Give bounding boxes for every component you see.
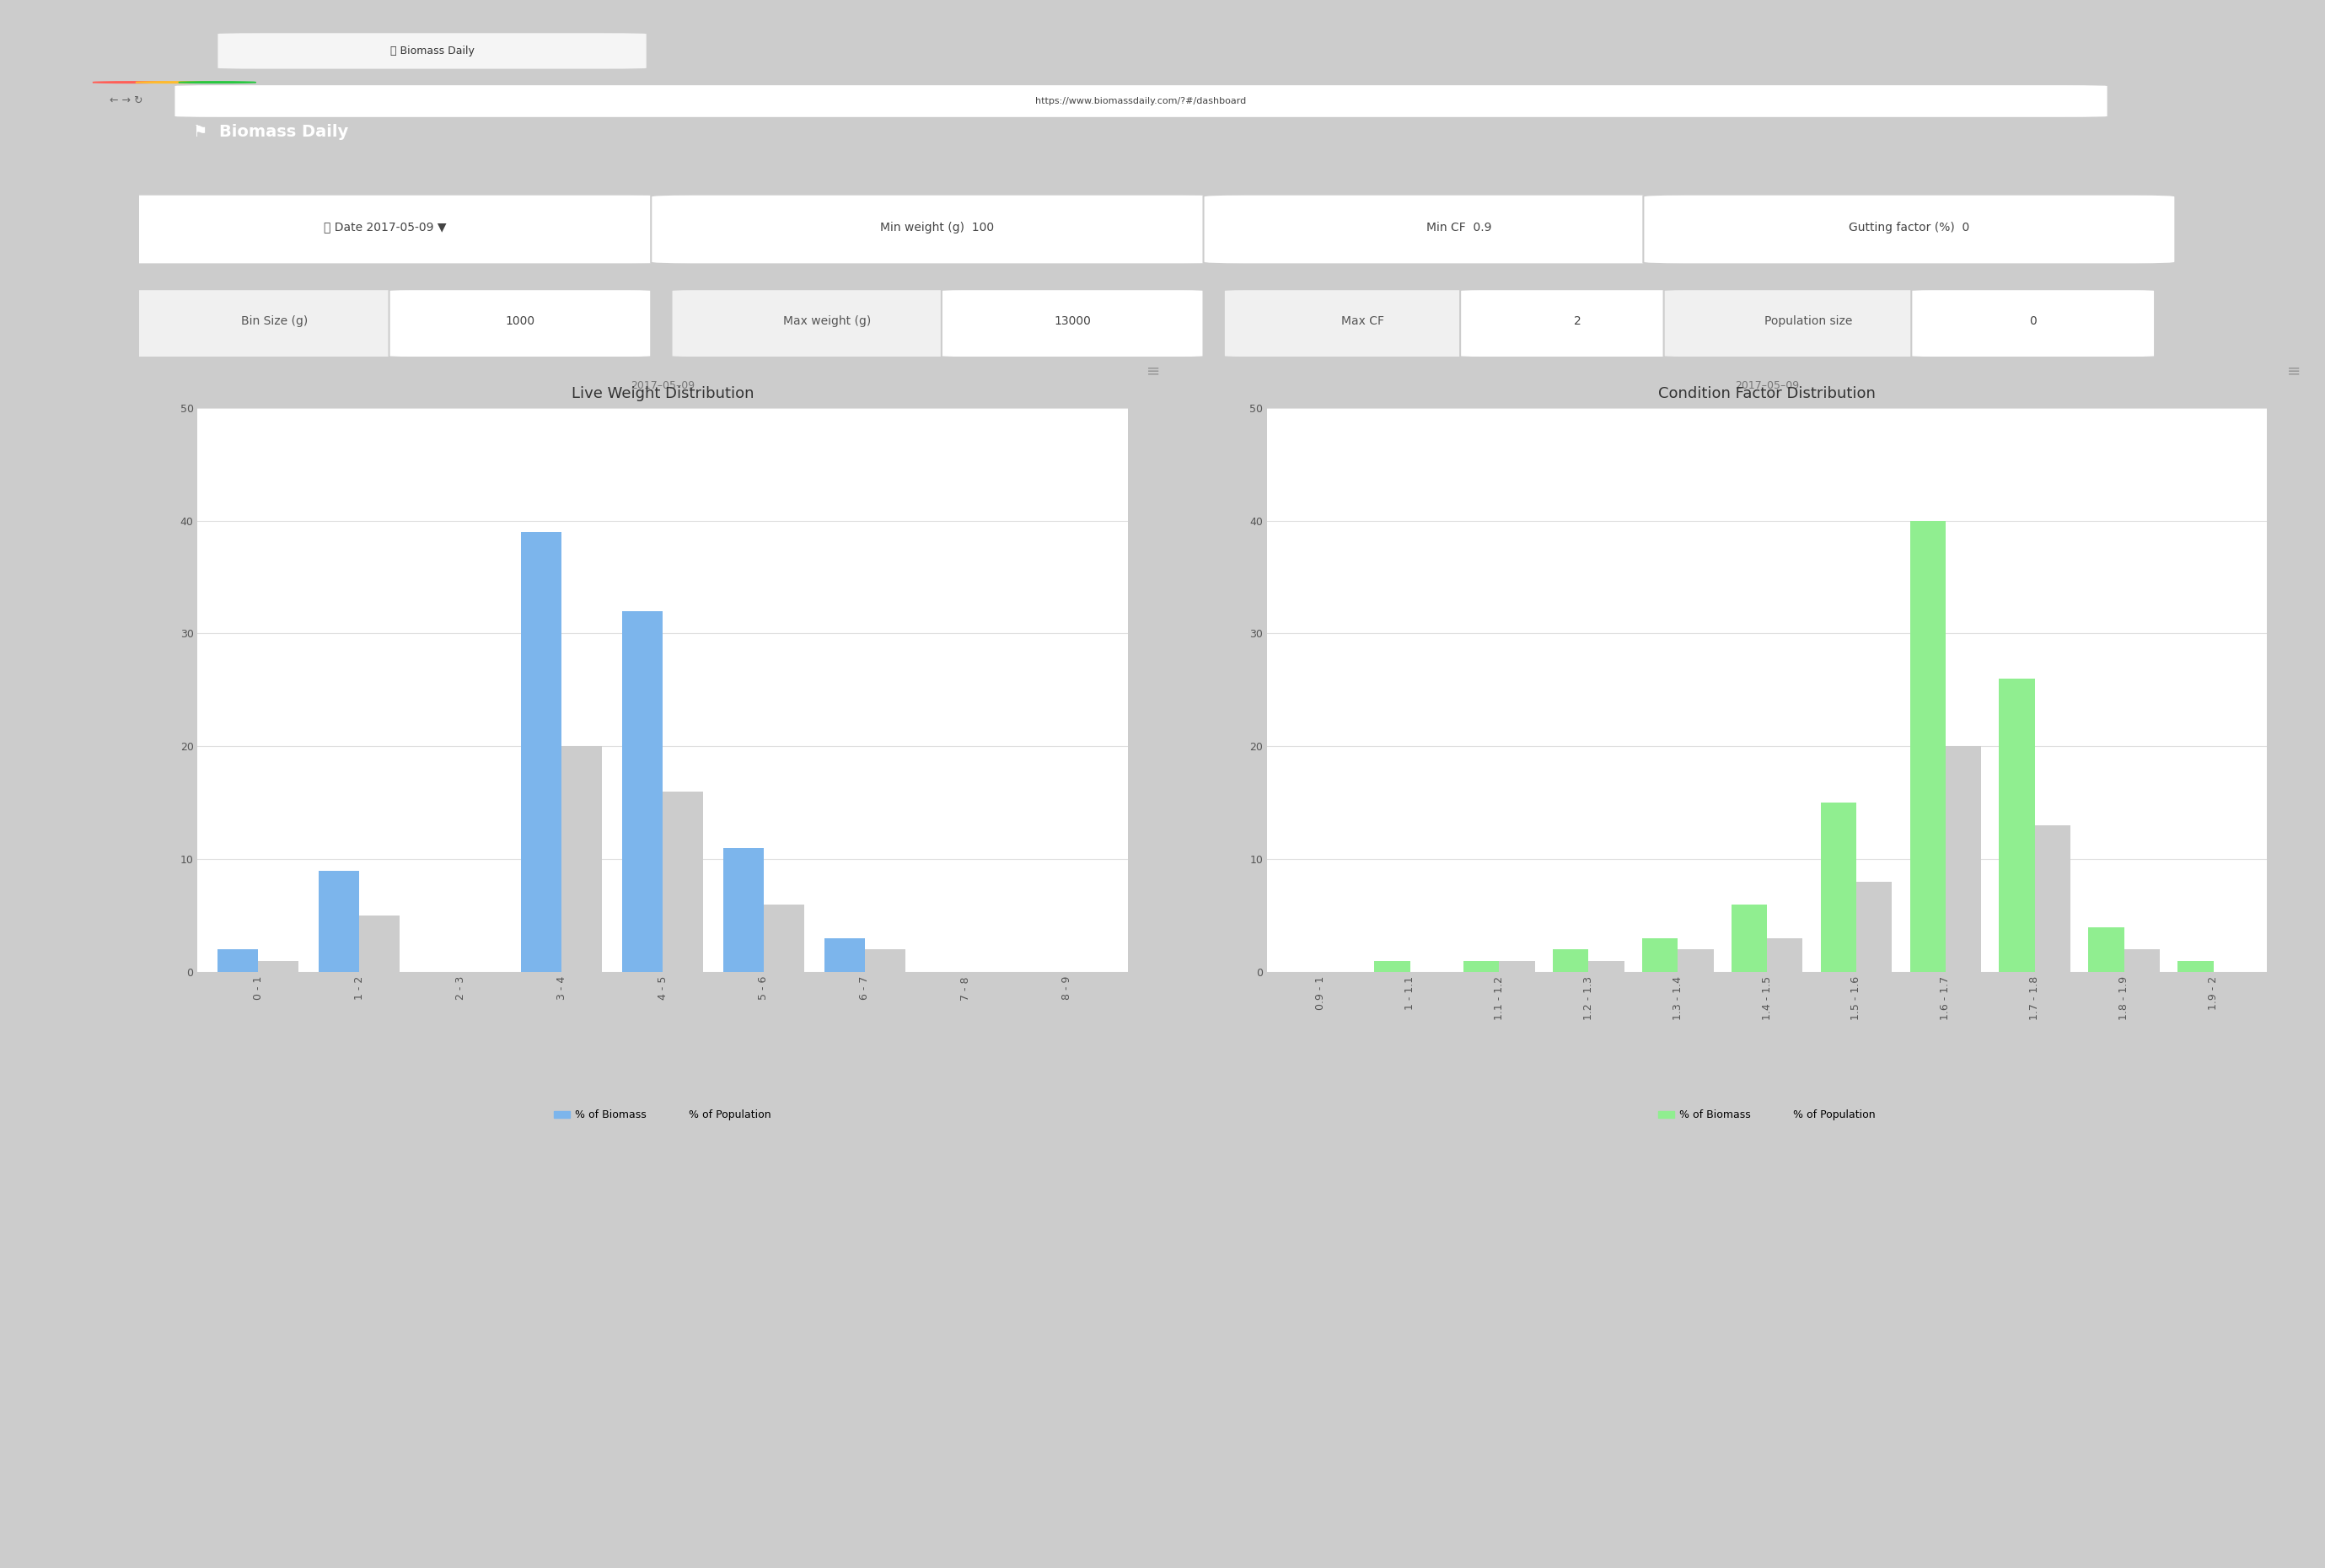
Title: Live Weight Distribution: Live Weight Distribution: [572, 386, 753, 401]
Text: More: More: [953, 125, 986, 138]
Text: https://www.biomassdaily.com/?#/dashboard: https://www.biomassdaily.com/?#/dashboar…: [1035, 97, 1246, 105]
FancyBboxPatch shape: [651, 194, 1223, 265]
FancyBboxPatch shape: [942, 289, 1204, 358]
Text: 1000: 1000: [505, 315, 535, 328]
FancyBboxPatch shape: [174, 85, 2109, 118]
Bar: [1588, 961, 1625, 972]
FancyBboxPatch shape: [388, 289, 651, 358]
FancyBboxPatch shape: [1204, 194, 1716, 265]
Bar: [1820, 803, 1855, 972]
Text: Max CF: Max CF: [1342, 315, 1383, 328]
FancyBboxPatch shape: [1911, 289, 2155, 358]
Bar: [1500, 961, 1534, 972]
Text: 2017–05–09: 2017–05–09: [1734, 379, 1800, 390]
Text: Min weight (g)  100: Min weight (g) 100: [881, 221, 995, 234]
Text: Dashboard: Dashboard: [484, 125, 553, 138]
Text: 2: 2: [1574, 315, 1581, 328]
Text: Gutting factor (%)  0: Gutting factor (%) 0: [1848, 221, 1969, 234]
Text: Min CF  0.9: Min CF 0.9: [1428, 221, 1493, 234]
Bar: [2125, 950, 2160, 972]
Text: Population size: Population size: [1765, 315, 1853, 328]
Bar: [1732, 905, 1767, 972]
FancyBboxPatch shape: [119, 289, 430, 358]
Text: 2017–05–09: 2017–05–09: [630, 379, 695, 390]
Bar: [219, 950, 258, 972]
Bar: [563, 746, 602, 972]
FancyBboxPatch shape: [1460, 289, 1695, 358]
Bar: [865, 950, 904, 972]
Bar: [1855, 881, 1893, 972]
Bar: [723, 848, 763, 972]
Text: 🌿 Biomass Daily: 🌿 Biomass Daily: [391, 45, 474, 56]
Text: ← → ↻: ← → ↻: [109, 96, 144, 107]
Text: Trend Graph: Trend Graph: [628, 125, 707, 138]
Text: Distributions: Distributions: [779, 125, 860, 138]
FancyBboxPatch shape: [1223, 289, 1502, 358]
Bar: [663, 792, 702, 972]
FancyBboxPatch shape: [672, 289, 983, 358]
Bar: [319, 870, 360, 972]
Bar: [1374, 961, 1409, 972]
FancyBboxPatch shape: [216, 33, 646, 69]
Bar: [1767, 938, 1802, 972]
Bar: [1553, 950, 1588, 972]
Text: ≡: ≡: [1146, 362, 1160, 378]
Bar: [2179, 961, 2213, 972]
Bar: [763, 905, 804, 972]
Bar: [1641, 938, 1679, 972]
Text: 0: 0: [2030, 315, 2037, 328]
Bar: [2034, 825, 2072, 972]
Text: Max weight (g): Max weight (g): [784, 315, 872, 328]
Bar: [1462, 961, 1500, 972]
FancyBboxPatch shape: [98, 194, 672, 265]
Text: 📅 Date 2017-05-09 ▼: 📅 Date 2017-05-09 ▼: [323, 221, 446, 234]
Bar: [360, 916, 400, 972]
Text: ≡: ≡: [2288, 362, 2302, 378]
Text: ⚑  Biomass Daily: ⚑ Biomass Daily: [193, 124, 349, 140]
Bar: [825, 938, 865, 972]
Text: 13000: 13000: [1053, 315, 1090, 328]
Bar: [1909, 521, 1946, 972]
Text: ⚑  Username  ℹ: ⚑ Username ℹ: [1909, 125, 2006, 138]
Title: Condition Factor Distribution: Condition Factor Distribution: [1658, 386, 1876, 401]
Bar: [1946, 746, 1981, 972]
Bar: [623, 612, 663, 972]
Text: Bin Size (g): Bin Size (g): [242, 315, 307, 328]
Bar: [521, 532, 563, 972]
FancyBboxPatch shape: [1644, 194, 2176, 265]
Bar: [2088, 927, 2125, 972]
Bar: [1679, 950, 1714, 972]
Legend: % of Biomass, % of Population: % of Biomass, % of Population: [1655, 1105, 1879, 1124]
Legend: % of Biomass, % of Population: % of Biomass, % of Population: [551, 1105, 774, 1124]
Bar: [258, 961, 298, 972]
FancyBboxPatch shape: [1665, 289, 1953, 358]
Bar: [2000, 679, 2034, 972]
